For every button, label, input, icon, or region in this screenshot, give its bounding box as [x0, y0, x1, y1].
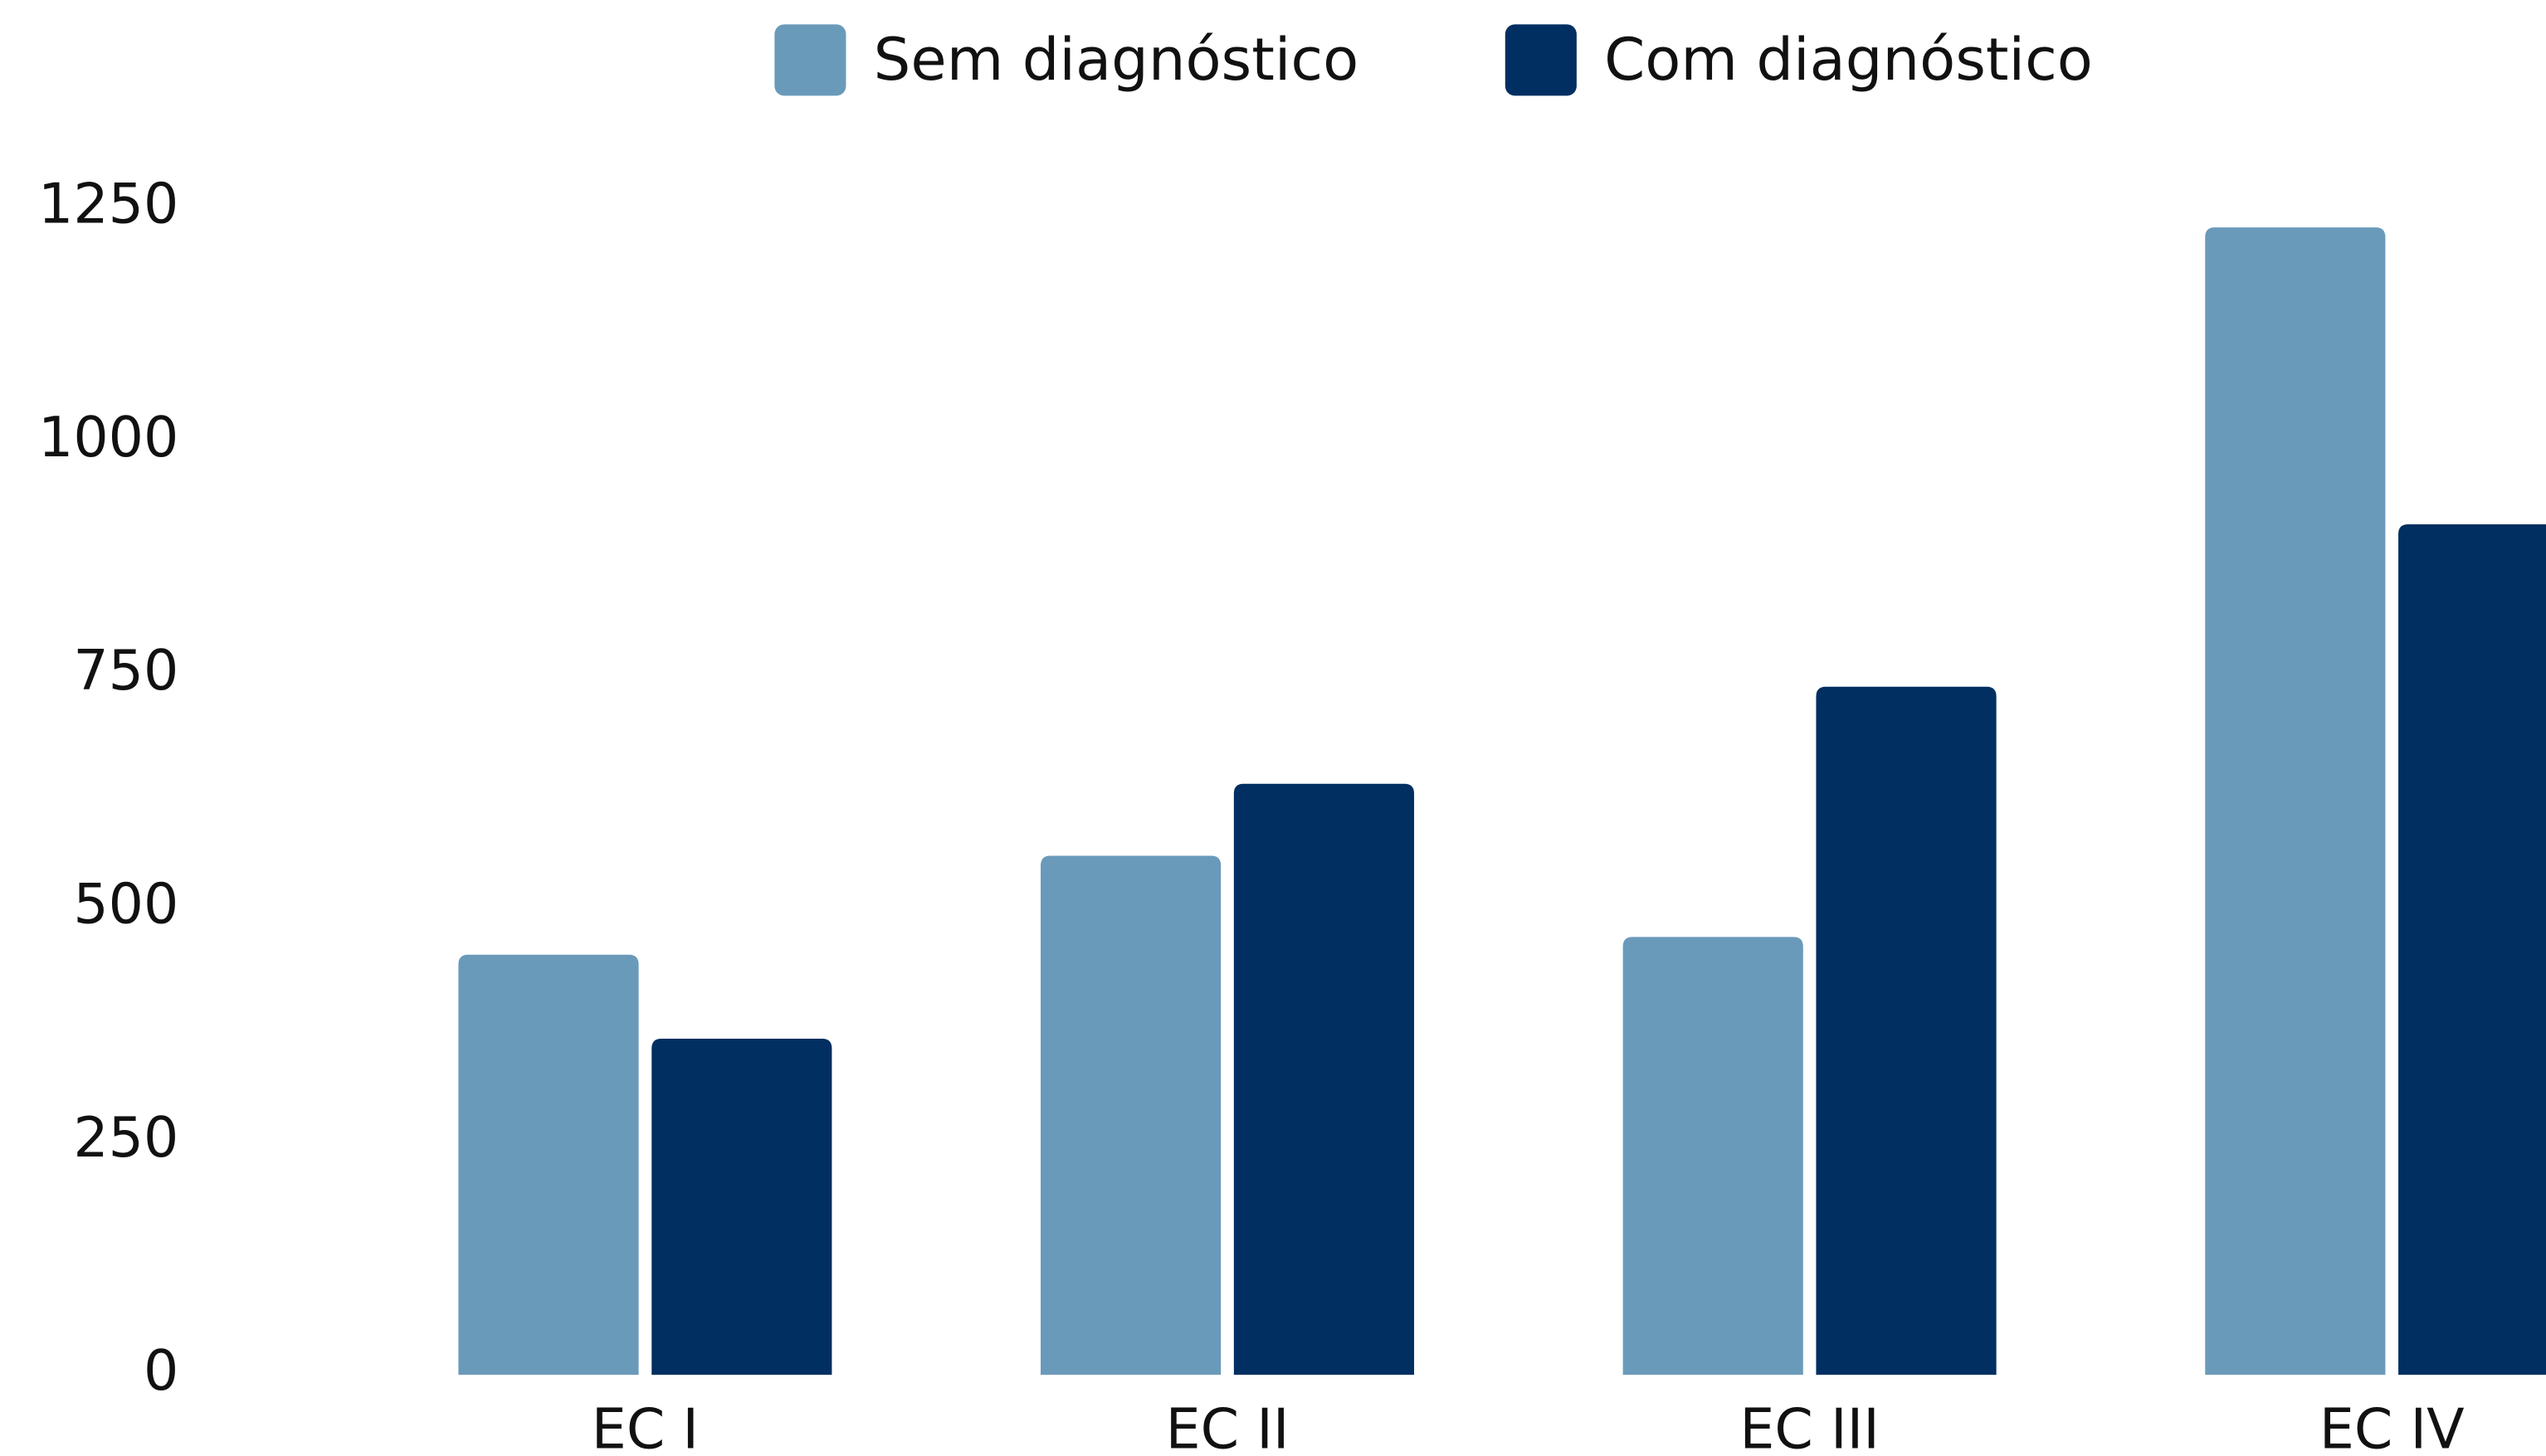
y-tick-label: 1250 [38, 171, 178, 236]
bar [1233, 783, 1415, 1376]
y-tick-label: 250 [73, 1105, 178, 1170]
y-tick-label: 0 [144, 1338, 178, 1403]
y-tick-label: 1000 [38, 405, 178, 470]
x-tick-label: EC III [1739, 1397, 1879, 1456]
y-tick-label: 500 [73, 872, 178, 937]
legend-label: Sem diagnóstico [874, 26, 1359, 94]
x-tick-label: EC II [1166, 1397, 1290, 1456]
bar [1622, 937, 1803, 1376]
legend-label: Com diagnóstico [1604, 26, 2093, 94]
y-tick-label: 750 [73, 638, 178, 703]
x-tick-label: EC IV [2319, 1397, 2465, 1456]
bar [651, 1039, 832, 1376]
bar [2398, 523, 2546, 1376]
bar [1041, 855, 1222, 1376]
plot-area: 0 250 500 750 1000 1250 EC I EC II EC III EC IV [38, 171, 2546, 1456]
x-tick-label: EC I [592, 1397, 699, 1456]
legend-swatch [774, 24, 846, 96]
bar [2205, 227, 2386, 1376]
legend: Sem diagnóstico Com diagnóstico [774, 24, 2093, 96]
bar [458, 954, 639, 1376]
legend-swatch [1505, 24, 1577, 96]
bar [1816, 686, 1997, 1376]
